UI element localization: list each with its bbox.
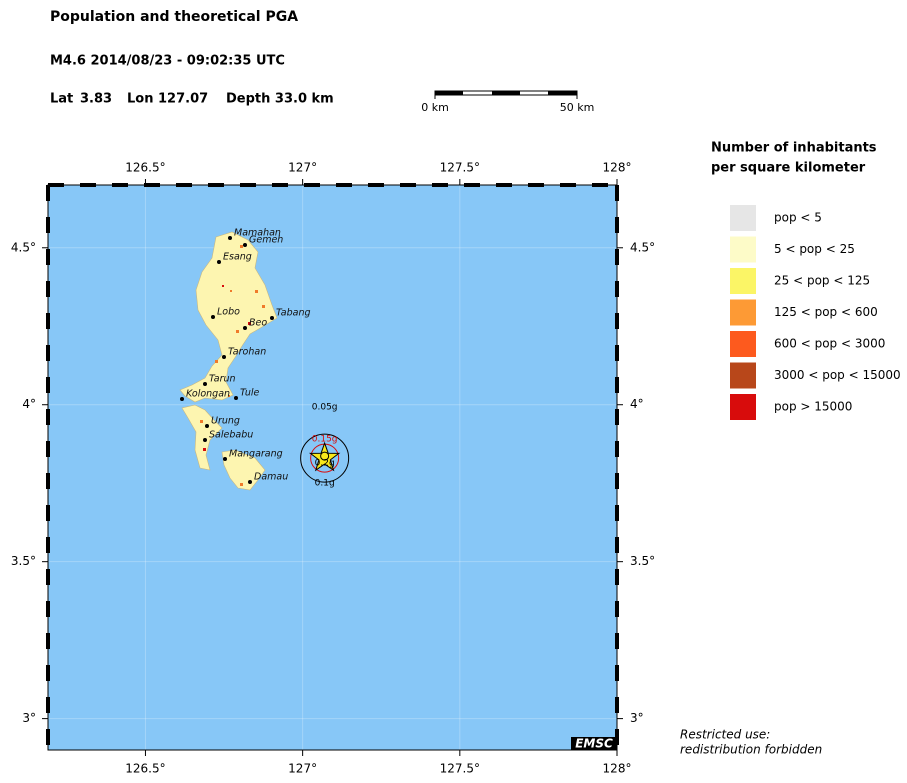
legend-title: Number of inhabitants [711,141,877,156]
legend-swatch [730,236,756,263]
town-dot [234,396,238,400]
lon-label: Lon [127,92,153,107]
lat-label: Lat [50,92,73,107]
credit: EMSC [575,737,613,751]
town-dot [205,424,209,428]
town-dot [243,326,247,330]
town-label: Beo [249,318,267,329]
map-frame [47,184,618,751]
town-label: Tule [240,388,260,399]
town-dot [243,243,247,247]
scale-end: 50 km [560,101,595,114]
x-tick-label: 126.5° [125,762,165,776]
legend-swatch [730,268,756,294]
town-label: Mangarang [229,449,283,460]
x-tick-label: 127° [288,762,317,776]
legend-title: per square kilometer [711,161,866,176]
legend-label: 5 < pop < 25 [774,242,855,256]
town-label: Gemeh [249,235,283,246]
town-label: Tarohan [228,347,266,358]
legend-swatch [730,205,756,231]
town-dot [248,480,252,484]
y-tick-label: 3.5° [11,554,36,568]
pga-label: 0.2g [315,459,335,469]
town-label: Kolongan [186,389,230,400]
legend-label: pop > 15000 [774,400,852,414]
legend-label: pop < 5 [774,211,822,225]
epicenter-ring [320,451,330,461]
pga-label: 0.1g [315,479,335,489]
notice: redistribution forbidden [680,743,822,757]
legend-swatch [730,331,756,357]
town-dot [203,382,207,386]
y-tick-label: 4.5° [630,240,655,254]
scale-bar [434,90,578,99]
town-label: Urung [211,416,240,427]
town-label: Tarun [209,374,236,385]
y-tick-label: 3.5° [630,554,655,568]
town-dot [228,236,232,240]
y-tick-label: 3° [22,711,36,725]
town-label: Salebabu [209,430,253,441]
islands [179,231,278,491]
y-tick-label: 4° [22,397,36,411]
pga-label: 0.05g [312,403,338,413]
y-tick-label: 4.5° [11,240,36,254]
x-tick-label: 127° [288,161,317,175]
event: M4.6 2014/08/23 - 09:02:35 UTC [50,54,285,69]
title: Population and theoretical PGA [50,9,298,25]
lon: 127.07 [158,92,208,107]
town-dot [180,397,184,401]
town-dot [222,355,226,359]
pga-contour [300,433,350,483]
x-tick-label: 127.5° [440,762,480,776]
town-dot [223,457,227,461]
y-tick-label: 4° [630,397,644,411]
scale-start: 0 km [421,101,449,114]
notice: Restricted use: [680,728,770,742]
town-label: Mamahan [234,228,281,239]
x-tick-label: 126.5° [125,161,165,175]
town-dot [217,260,221,264]
population-cells [200,245,265,486]
legend-label: 3000 < pop < 15000 [774,368,901,382]
epicenter [308,441,341,472]
town-label: Esang [223,252,252,263]
town-dot [203,438,207,442]
town-label: Lobo [217,307,240,318]
legend-label: 600 < pop < 3000 [774,337,885,351]
town-label: Tabang [276,308,311,319]
y-tick-label: 3° [630,711,644,725]
lat: 3.83 [80,92,112,107]
town-dot [270,316,274,320]
credit-box [571,737,617,750]
town-dot [211,315,215,319]
legend-label: 125 < pop < 600 [774,305,878,319]
x-tick-label: 128° [603,762,632,776]
legend-label: 25 < pop < 125 [774,274,870,288]
town-label: Damau [254,472,288,483]
legend-swatch [730,362,756,389]
depth: Depth 33.0 km [226,92,334,107]
legend-swatch [730,299,756,326]
legend-swatch [730,394,756,420]
x-tick-label: 128° [603,161,632,175]
pga-label: 0.15g [312,435,338,445]
x-tick-label: 127.5° [440,161,480,175]
